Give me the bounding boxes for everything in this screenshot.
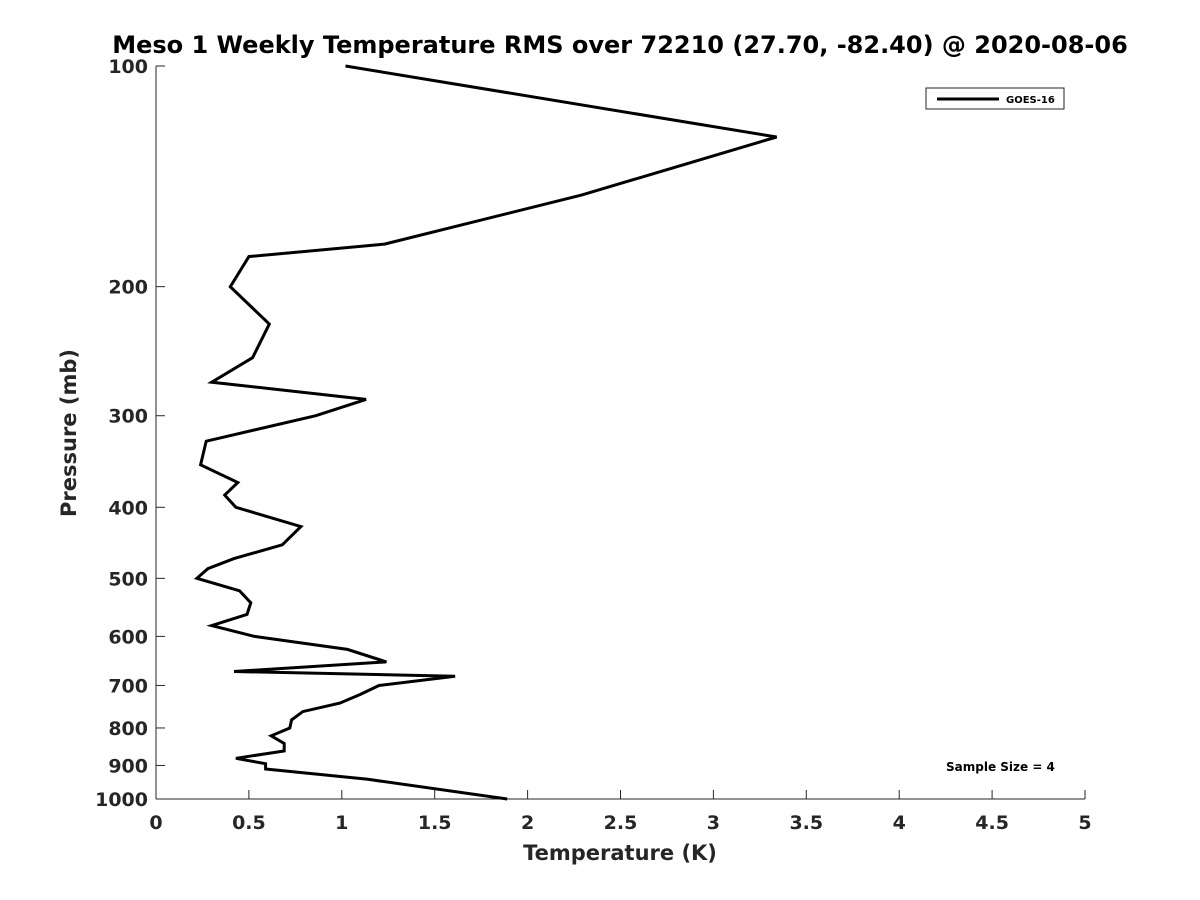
y-tick-label: 600 bbox=[108, 626, 148, 648]
y-tick-label: 400 bbox=[108, 497, 148, 519]
chart-title: Meso 1 Weekly Temperature RMS over 72210… bbox=[112, 31, 1128, 59]
y-axis-label: Pressure (mb) bbox=[57, 349, 81, 517]
x-tick-label: 0.5 bbox=[232, 812, 266, 834]
y-tick-label: 300 bbox=[108, 406, 148, 428]
series-layer bbox=[193, 64, 778, 801]
x-tick-label: 1 bbox=[335, 812, 348, 834]
x-tick-label: 2.5 bbox=[604, 812, 638, 834]
x-axis-ticks: 0 0.5 1 1.5 2 2.5 3 3.5 4 4.5 5 bbox=[149, 790, 1092, 834]
x-tick-label: 4.5 bbox=[975, 812, 1009, 834]
y-tick-label: 500 bbox=[108, 568, 148, 590]
series-line-goes-16 bbox=[193, 64, 778, 801]
y-tick-label: 100 bbox=[108, 56, 148, 78]
plot-area bbox=[155, 66, 1085, 800]
x-tick-label: 0 bbox=[149, 812, 162, 834]
y-tick-label: 900 bbox=[108, 755, 148, 777]
y-tick-label: 800 bbox=[108, 718, 148, 740]
x-tick-label: 3.5 bbox=[789, 812, 823, 834]
legend-label-goes-16: GOES-16 bbox=[1006, 95, 1055, 106]
plot-background bbox=[156, 66, 1085, 799]
x-tick-label: 2 bbox=[521, 812, 534, 834]
x-tick-label: 1.5 bbox=[418, 812, 452, 834]
x-tick-label: 4 bbox=[893, 812, 906, 834]
x-axis-label: Temperature (K) bbox=[523, 841, 717, 865]
sample-size-annotation: Sample Size = 4 bbox=[946, 760, 1055, 774]
y-tick-label: 1000 bbox=[95, 789, 148, 811]
x-tick-label: 3 bbox=[707, 812, 720, 834]
y-tick-label: 200 bbox=[108, 277, 148, 299]
y-tick-label: 700 bbox=[108, 675, 148, 697]
x-tick-label: 5 bbox=[1078, 812, 1091, 834]
legend: GOES-16 bbox=[925, 87, 1065, 110]
y-axis-ticks: 100 200 300 400 500 600 700 800 900 1000 bbox=[95, 56, 165, 811]
